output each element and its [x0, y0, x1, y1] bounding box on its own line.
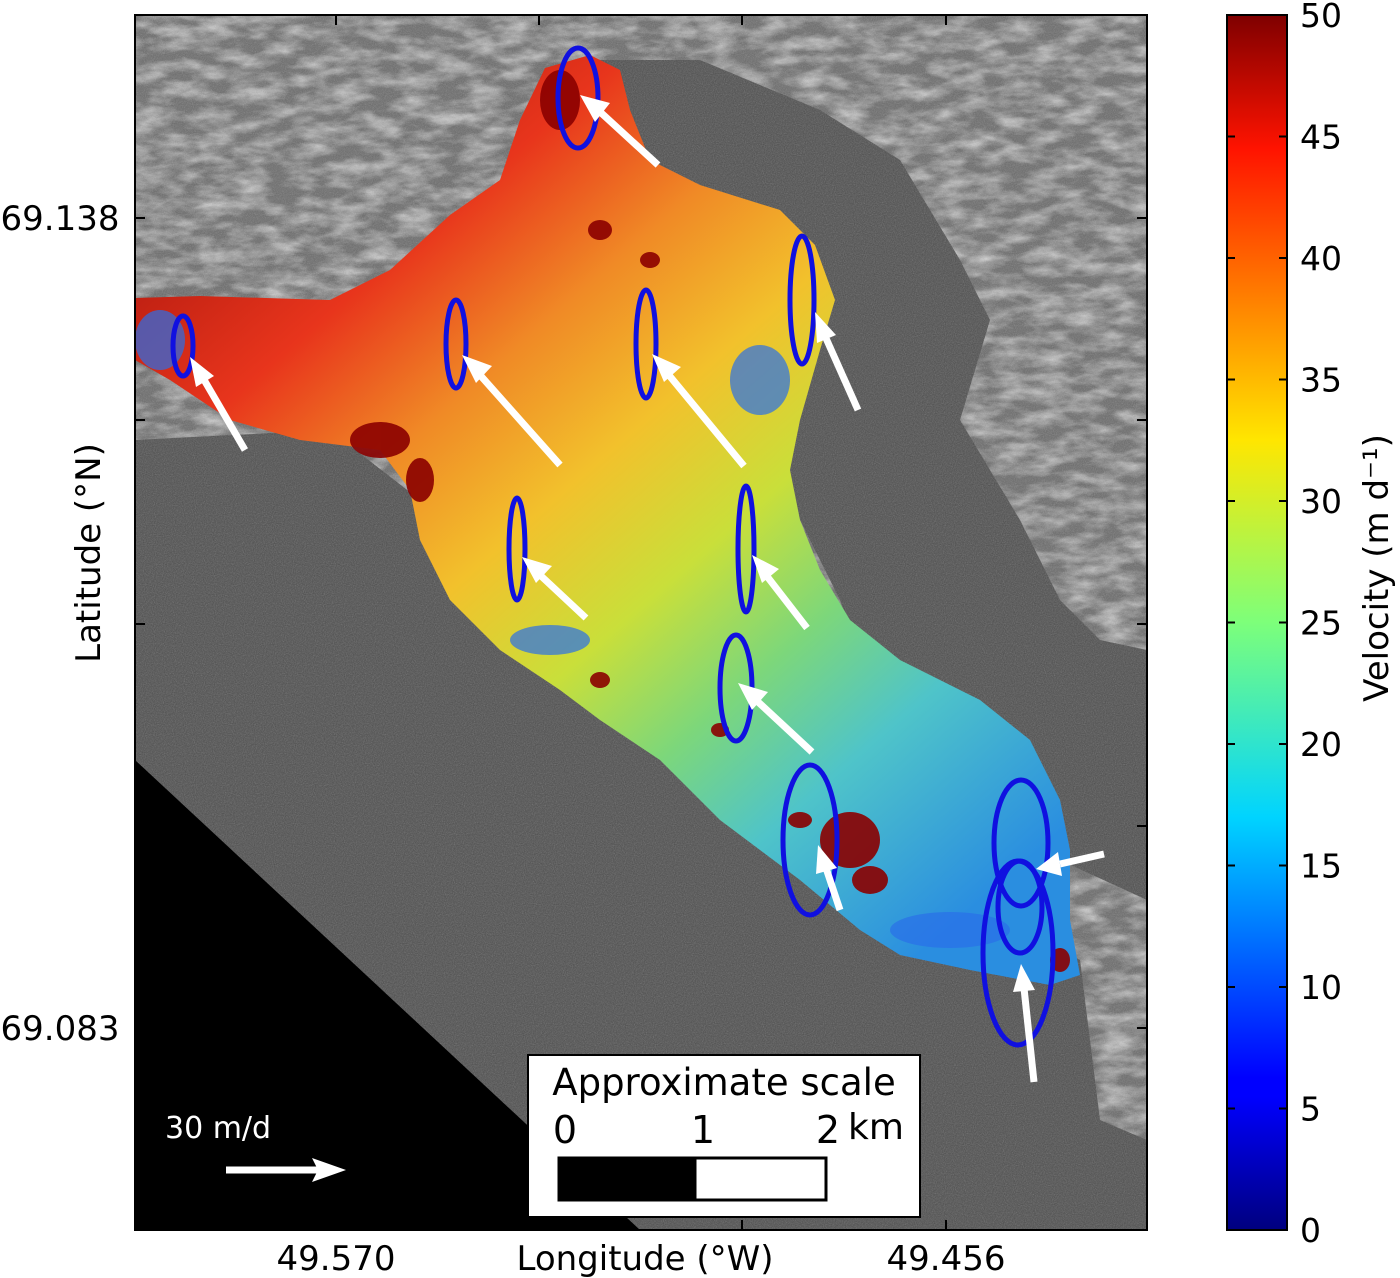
scalebar-title: Approximate scale [552, 1061, 895, 1104]
velocity-arrow [462, 355, 563, 468]
velocity-arrow [816, 845, 844, 912]
colorbar: 0 5 10 15 20 25 30 35 40 45 50 Velocity (m d⁻¹) [1226, 0, 1397, 1250]
scalebar-label-2: 2 [816, 1108, 840, 1152]
error-ellipse [443, 297, 469, 391]
velocity-arrow [738, 683, 815, 755]
glacier-velocity-field [135, 55, 1080, 985]
colorbar-tick-label: 5 [1300, 1090, 1321, 1129]
error-ellipse [780, 762, 840, 918]
scalebar-unit: km [848, 1107, 904, 1148]
velocity-arrow [580, 95, 661, 168]
y-tick-label-69-138: 69.138 [1, 199, 120, 239]
error-ellipse [506, 495, 528, 603]
colorbar-tick-label: 50 [1300, 0, 1342, 35]
velocity-arrow [752, 555, 810, 631]
x-tick-label-49-570: 49.570 [277, 1239, 396, 1278]
reference-arrow-label: 30 m/d [165, 1111, 271, 1146]
colorbar-tick-label: 10 [1300, 968, 1342, 1007]
error-ellipse [787, 233, 817, 367]
error-ellipses [170, 45, 1056, 1048]
colorbar-tick-label: 15 [1300, 847, 1342, 886]
scalebar-label-0: 0 [553, 1108, 577, 1152]
error-ellipse [991, 777, 1051, 909]
colorbar-tick-label: 20 [1300, 725, 1342, 764]
colorbar-tick-label: 25 [1300, 604, 1342, 643]
colorbar-tick-label: 30 [1300, 482, 1342, 521]
colorbar-label: Velocity (m d⁻¹) [1357, 434, 1397, 702]
colorbar-gradient [1226, 14, 1288, 1231]
velocity-arrow [815, 312, 862, 412]
y-tick-label-69-083: 69.083 [1, 1009, 120, 1049]
y-axis-label: Latitude (°N) [69, 443, 109, 663]
error-ellipse [633, 287, 659, 401]
axis-ticks [135, 15, 1147, 1230]
x-tick-label-49-456: 49.456 [887, 1239, 1006, 1278]
no-data-region [135, 760, 640, 1230]
colorbar-tick-label: 35 [1300, 361, 1342, 400]
scalebar: Approximate scale 0 1 2 km [527, 1054, 921, 1218]
velocity-arrow [1013, 964, 1038, 1083]
colorbar-tick-label: 45 [1300, 118, 1342, 157]
velocity-arrow [652, 354, 747, 469]
colorbar-tick-label: 0 [1300, 1211, 1321, 1250]
colorbar-tick-labels: 0 5 10 15 20 25 30 35 40 45 50 [1300, 0, 1342, 1250]
map-panel: 30 m/d Approximate scale 0 1 2 km [135, 15, 1147, 1230]
error-ellipse [555, 45, 601, 151]
colorbar-ticks [1227, 14, 1287, 1231]
velocity-arrow [190, 357, 249, 452]
x-axis-label: Longitude (°W) [516, 1239, 773, 1278]
map-frame [134, 14, 1148, 1231]
error-ellipse [995, 858, 1045, 956]
velocity-arrows [190, 95, 1105, 1083]
error-ellipse [170, 313, 196, 379]
error-ellipse [735, 483, 757, 615]
scalebar-label-1: 1 [691, 1108, 715, 1152]
colorbar-tick-label: 40 [1300, 239, 1342, 278]
reference-arrow [226, 1158, 346, 1182]
velocity-arrow [1036, 850, 1105, 876]
velocity-arrow [522, 557, 589, 621]
